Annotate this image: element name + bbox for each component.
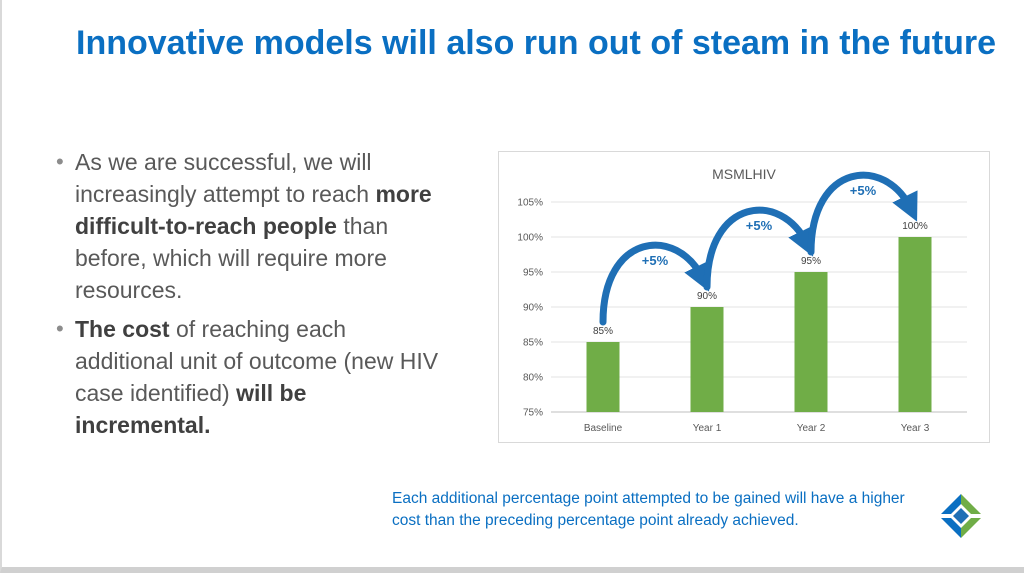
- chart-title: MSMLHIV: [712, 166, 776, 182]
- curved-arrow: [599, 241, 710, 326]
- x-tick-label: Baseline: [584, 423, 623, 434]
- slide-title: Innovative models will also run out of s…: [76, 24, 997, 62]
- bar: [690, 307, 724, 412]
- x-tick-label: Year 3: [901, 423, 930, 434]
- curved-arrow: [703, 206, 814, 291]
- bar: [898, 237, 932, 412]
- bullet-item: • The cost of reaching each additional u…: [52, 313, 442, 441]
- bullet-emphasis: more difficult-to-reach people: [75, 181, 432, 239]
- data-label: 95%: [801, 256, 821, 267]
- y-tick-label: 85%: [523, 338, 543, 349]
- annotation-label: +5%: [642, 253, 669, 268]
- bullet-text: than before, which will require more res…: [75, 213, 389, 303]
- footnote: Each additional percentage point attempt…: [392, 490, 905, 529]
- bullet-list: • As we are successful, we will increasi…: [52, 146, 442, 448]
- y-axis: 75% 80% 85% 90% 95% 100% 105%: [517, 198, 543, 419]
- bullet-text: of reaching each additional unit of outc…: [75, 316, 439, 406]
- bar-chart: MSMLHIV 75% 80% 85% 90% 95% 100% 105% 85% 90% 95…: [498, 151, 990, 443]
- bullet-icon: •: [56, 149, 64, 174]
- curved-arrow: [807, 171, 918, 256]
- y-tick-label: 100%: [517, 233, 543, 244]
- data-label: 100%: [902, 221, 928, 232]
- bar-chart-svg: MSMLHIV 75% 80% 85% 90% 95% 100% 105% 85% 90% 95…: [517, 166, 967, 434]
- data-label: 90%: [697, 291, 717, 302]
- y-tick-label: 90%: [523, 303, 543, 314]
- annotation-label: +5%: [850, 183, 877, 198]
- x-tick-label: Year 1: [693, 423, 722, 434]
- annotations: +5% +5% +5%: [599, 171, 918, 326]
- x-axis: Baseline Year 1 Year 2 Year 3: [584, 423, 930, 434]
- y-tick-label: 75%: [523, 408, 543, 419]
- logo-icon: [941, 494, 981, 538]
- annotation-label: +5%: [746, 218, 773, 233]
- bullet-emphasis: The cost: [75, 316, 170, 342]
- x-tick-label: Year 2: [797, 423, 826, 434]
- data-label: 85%: [593, 326, 613, 337]
- bars: 85% 90% 95% 100%: [586, 221, 932, 412]
- bullet-text: As we are successful, we will increasing…: [75, 149, 376, 207]
- bar: [586, 342, 620, 412]
- bullet-icon: •: [56, 316, 64, 341]
- bar: [794, 272, 828, 412]
- y-tick-label: 95%: [523, 268, 543, 279]
- y-tick-label: 80%: [523, 373, 543, 384]
- bullet-emphasis: will be incremental.: [75, 380, 307, 438]
- y-tick-label: 105%: [517, 198, 543, 209]
- bullet-item: • As we are successful, we will increasi…: [52, 146, 442, 306]
